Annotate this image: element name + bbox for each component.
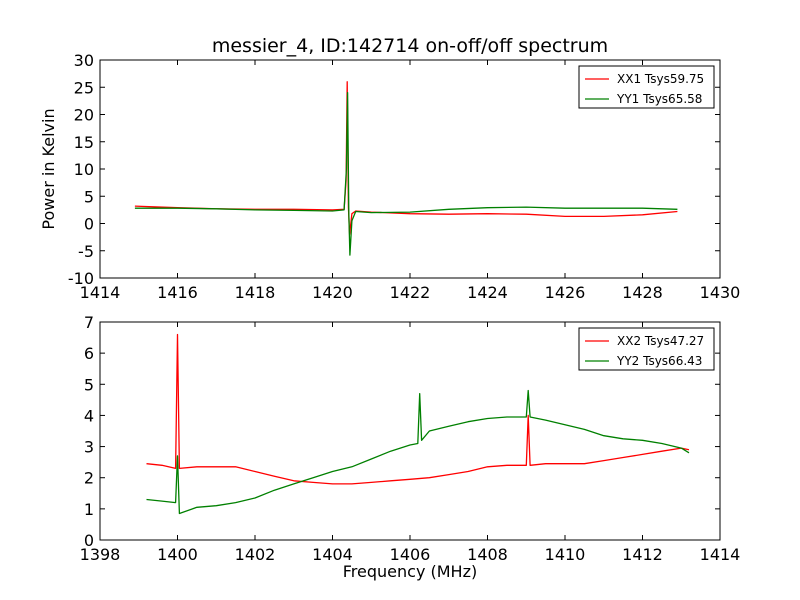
y-tick-label: 15	[74, 133, 94, 152]
legend-label: YY1 Tsys65.58	[616, 92, 702, 106]
y-tick-label: 5	[84, 187, 94, 206]
y-tick-label: 7	[84, 313, 94, 332]
y-tick-label: -5	[78, 242, 94, 261]
series-line-xx2	[146, 333, 690, 485]
y-tick-label: 2	[84, 469, 94, 488]
y-tick-label: 25	[74, 78, 94, 97]
series-line-yy1	[134, 92, 678, 256]
x-tick-label: 1418	[235, 283, 276, 302]
y-tick-label: 30	[74, 51, 94, 70]
y-tick-label: 1	[84, 500, 94, 519]
legend-label: XX2 Tsys47.27	[617, 334, 704, 348]
x-tick-label: 1430	[700, 283, 741, 302]
x-tick-label: 1408	[467, 545, 508, 564]
legend-label: YY2 Tsys66.43	[616, 354, 702, 368]
x-tick-label: 1412	[622, 545, 663, 564]
x-axis-label: Frequency (MHz)	[343, 562, 477, 581]
x-tick-label: 1410	[545, 545, 586, 564]
y-axis-label: Power in Kelvin	[39, 108, 58, 229]
x-tick-label: 1404	[312, 545, 353, 564]
chart-1: 1414 1416 1418 1420 1422 1424 1426 1428 1430 -10 -…	[39, 35, 740, 302]
series-line-xx1	[134, 81, 678, 236]
x-tick-label: 1424	[467, 283, 508, 302]
x-tick-label: 1416	[157, 283, 198, 302]
chart-2: 1398 1400 1402 1404 1406 1408 1410 1412 1414 0 1 2 3…	[80, 313, 741, 581]
x-tick-label: 1422	[390, 283, 431, 302]
y-tick-label: -10	[68, 269, 94, 288]
y-tick-label: 0	[84, 215, 94, 234]
legend: XX1 Tsys59.75 YY1 Tsys65.58	[578, 65, 715, 109]
y-tick-label: 10	[74, 160, 94, 179]
y-tick-label: 5	[84, 375, 94, 394]
y-tick-label: 20	[74, 106, 94, 125]
x-tick-label: 1400	[157, 545, 198, 564]
x-tick-label: 1428	[622, 283, 663, 302]
legend-box	[578, 327, 715, 371]
x-tick-label: 1398	[80, 545, 121, 564]
x-tick-label: 1402	[235, 545, 276, 564]
chart-title: messier_4, ID:142714 on-off/off spectrum	[212, 35, 608, 57]
y-tick-label: 6	[84, 344, 94, 363]
legend-label: XX1 Tsys59.75	[617, 72, 704, 86]
x-tick-label: 1414	[80, 283, 121, 302]
x-tick-label: 1420	[312, 283, 353, 302]
y-tick-label: 0	[84, 531, 94, 550]
y-tick-label: 4	[84, 406, 94, 425]
series-line-yy2	[146, 389, 690, 515]
x-tick-label: 1406	[390, 545, 431, 564]
y-tick-label: 3	[84, 438, 94, 457]
x-tick-label: 1414	[700, 545, 741, 564]
x-tick-label: 1426	[545, 283, 586, 302]
legend: XX2 Tsys47.27 YY2 Tsys66.43	[578, 327, 715, 371]
legend-box	[578, 65, 715, 109]
